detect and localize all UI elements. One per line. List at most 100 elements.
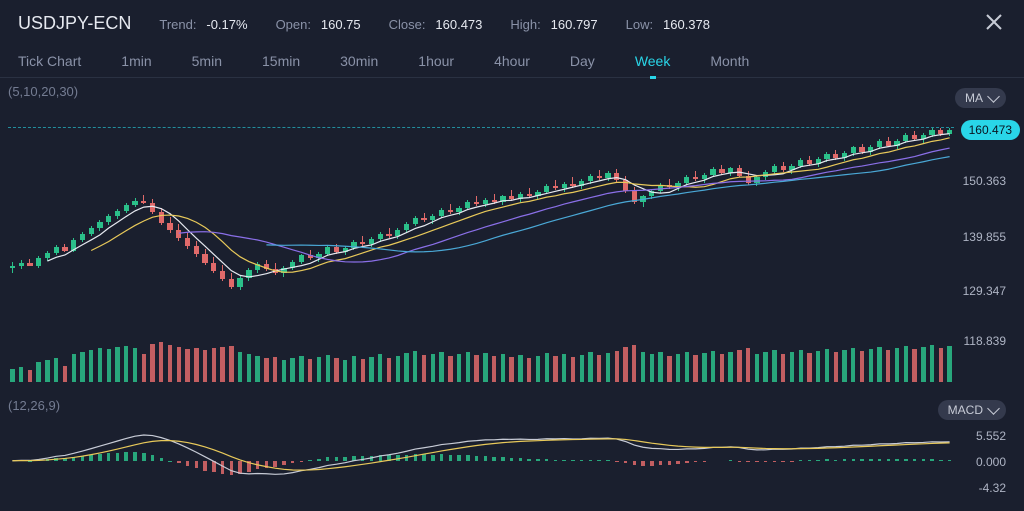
volume-bar <box>536 356 540 382</box>
macd-hist-bar <box>484 456 488 461</box>
volume-bar <box>869 349 873 382</box>
macd-hist-bar <box>238 461 242 474</box>
timeframe-tab-30min[interactable]: 30min <box>340 53 378 69</box>
volume-bar <box>194 348 198 382</box>
macd-hist-bar <box>650 461 654 466</box>
macd-hist-bar <box>361 456 365 461</box>
macd-hist-bar <box>212 461 216 473</box>
macd-hist-bar <box>659 461 663 465</box>
volume-bar <box>886 350 890 382</box>
volume-bar <box>912 349 916 382</box>
macd-hist-bar <box>580 460 584 461</box>
volume-bar <box>150 344 154 382</box>
volume-chart[interactable] <box>8 340 954 382</box>
volume-bar <box>264 358 268 382</box>
volume-bar <box>203 350 207 382</box>
timeframe-tab-tick-chart[interactable]: Tick Chart <box>18 53 81 69</box>
macd-hist-bar <box>291 461 295 464</box>
volume-bar <box>807 353 811 382</box>
macd-hist-bar <box>545 459 549 461</box>
volume-bar <box>895 348 899 382</box>
macd-hist-bar <box>922 459 926 460</box>
timeframe-tab-15min[interactable]: 15min <box>262 53 300 69</box>
volume-bar <box>378 354 382 382</box>
volume-bar <box>404 353 408 382</box>
volume-bar <box>930 345 934 382</box>
macd-axis-tick: 0.000 <box>976 455 1006 469</box>
candlestick-chart[interactable] <box>8 118 954 328</box>
macd-hist-bar <box>694 461 698 463</box>
volume-bar <box>159 342 163 382</box>
timeframe-tab-1hour[interactable]: 1hour <box>418 53 454 69</box>
volume-bar <box>632 345 636 382</box>
volume-bar <box>98 348 102 382</box>
macd-hist-bar <box>895 459 899 461</box>
macd-hist-bar <box>597 460 601 461</box>
macd-hist-bar <box>335 457 339 461</box>
volume-bar <box>185 349 189 382</box>
macd-chart[interactable] <box>8 418 954 494</box>
ma-line-10 <box>91 138 949 272</box>
macd-hist-bar <box>308 460 312 461</box>
timeframe-tab-4hour[interactable]: 4hour <box>494 53 530 69</box>
volume-bar <box>746 348 750 382</box>
volume-bar <box>615 351 619 382</box>
volume-bar <box>255 356 259 382</box>
volume-bar <box>63 366 67 382</box>
volume-bar <box>501 354 505 382</box>
macd-hist-bar <box>571 460 575 461</box>
volume-bar <box>509 357 513 382</box>
volume-bar <box>711 351 715 382</box>
macd-hist-bar <box>37 460 41 461</box>
macd-hist-bar <box>852 459 856 461</box>
volume-bar <box>518 355 522 382</box>
volume-bar <box>168 345 172 382</box>
volume-bar <box>107 349 111 382</box>
macd-hist-bar <box>142 453 146 461</box>
volume-bar <box>220 347 224 382</box>
volume-bar <box>877 347 881 382</box>
timeframe-tab-1min[interactable]: 1min <box>121 53 151 69</box>
macd-hist-bar <box>247 461 251 472</box>
macd-hist-bar <box>151 455 155 461</box>
macd-params-label: (12,26,9) <box>8 398 60 413</box>
volume-bar <box>667 356 671 382</box>
timeframe-tab-day[interactable]: Day <box>570 53 595 69</box>
ma-line-5 <box>47 134 949 277</box>
macd-hist-bar <box>554 460 558 461</box>
timeframe-tab-week[interactable]: Week <box>635 53 671 69</box>
volume-bar <box>238 352 242 382</box>
close-icon[interactable] <box>982 10 1006 37</box>
volume-bar <box>124 346 128 382</box>
volume-bar <box>212 348 216 382</box>
macd-hist-bar <box>414 454 418 461</box>
volume-bar <box>702 353 706 382</box>
macd-hist-bar <box>816 460 820 461</box>
price-axis-tick: 129.347 <box>963 284 1006 298</box>
volume-bar <box>623 347 627 382</box>
macd-hist-bar <box>878 459 882 461</box>
volume-bar <box>448 356 452 382</box>
macd-hist-bar <box>46 459 50 461</box>
indicator-ma-dropdown[interactable]: MA <box>955 88 1006 108</box>
volume-bar <box>658 352 662 382</box>
macd-hist-bar <box>343 457 347 461</box>
indicator-macd-dropdown[interactable]: MACD <box>938 400 1006 420</box>
macd-hist-bar <box>81 456 85 461</box>
volume-bar <box>317 357 321 382</box>
stat-high: High: 160.797 <box>510 16 597 32</box>
volume-bar <box>939 348 943 382</box>
volume-bar <box>326 355 330 382</box>
timeframe-tab-5min[interactable]: 5min <box>192 53 222 69</box>
volume-bar <box>737 350 741 382</box>
price-axis-tick: 118.839 <box>964 334 1007 348</box>
volume-bar <box>422 355 426 382</box>
volume-bar <box>588 352 592 382</box>
volume-bar <box>562 354 566 382</box>
volume-bar <box>571 357 575 382</box>
macd-hist-bar <box>633 461 637 465</box>
volume-bar <box>28 370 32 382</box>
macd-hist-bar <box>98 454 102 461</box>
timeframe-tab-month[interactable]: Month <box>710 53 749 69</box>
macd-hist-bar <box>781 461 785 462</box>
